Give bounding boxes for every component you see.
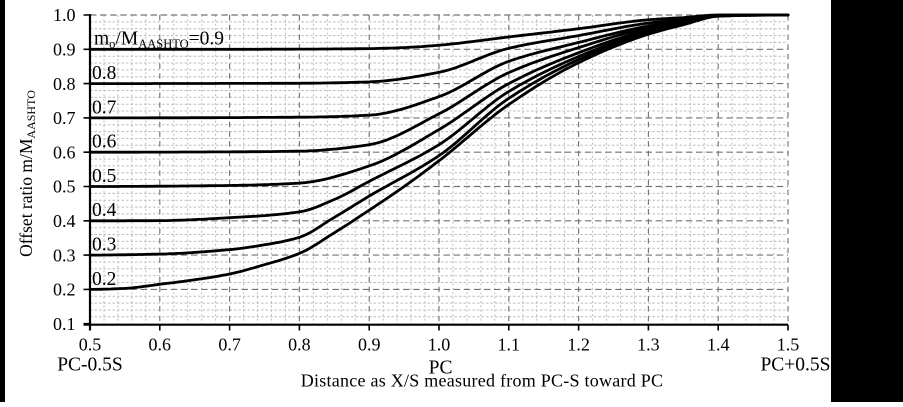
svg-text:0.4: 0.4 xyxy=(53,211,76,231)
svg-text:0.3: 0.3 xyxy=(92,235,116,256)
svg-text:0.5: 0.5 xyxy=(79,335,102,355)
svg-text:1.1: 1.1 xyxy=(498,335,521,355)
svg-text:1.0: 1.0 xyxy=(53,5,76,25)
svg-text:PC-0.5S: PC-0.5S xyxy=(57,355,123,376)
svg-text:0.3: 0.3 xyxy=(53,245,76,265)
svg-text:0.4: 0.4 xyxy=(92,200,117,221)
svg-text:mo/MAASHTO=0.9: mo/MAASHTO=0.9 xyxy=(94,28,224,51)
svg-text:0.8: 0.8 xyxy=(92,63,116,84)
svg-text:0.9: 0.9 xyxy=(358,335,381,355)
svg-text:0.2: 0.2 xyxy=(53,280,76,300)
svg-text:0.7: 0.7 xyxy=(218,335,241,355)
svg-text:0.5: 0.5 xyxy=(53,177,76,197)
svg-text:0.9: 0.9 xyxy=(53,40,76,60)
svg-text:0.5: 0.5 xyxy=(92,166,116,187)
svg-text:0.1: 0.1 xyxy=(53,314,76,334)
svg-text:0.6: 0.6 xyxy=(53,142,76,162)
svg-text:0.7: 0.7 xyxy=(53,108,76,128)
svg-text:1.4: 1.4 xyxy=(707,335,730,355)
svg-text:0.2: 0.2 xyxy=(92,269,116,290)
svg-text:0.8: 0.8 xyxy=(288,335,311,355)
svg-text:0.6: 0.6 xyxy=(149,335,172,355)
svg-text:PC: PC xyxy=(429,357,453,378)
svg-text:0.6: 0.6 xyxy=(92,132,117,153)
svg-text:1.2: 1.2 xyxy=(567,335,590,355)
svg-text:1.0: 1.0 xyxy=(428,335,451,355)
svg-text:1.3: 1.3 xyxy=(637,335,660,355)
svg-text:PC+0.5S: PC+0.5S xyxy=(760,355,830,376)
svg-text:0.7: 0.7 xyxy=(92,97,117,118)
svg-text:0.8: 0.8 xyxy=(53,74,76,94)
svg-text:Distance as X/S measured from: Distance as X/S measured from PC-S towar… xyxy=(301,371,663,391)
svg-text:1.5: 1.5 xyxy=(777,335,800,355)
